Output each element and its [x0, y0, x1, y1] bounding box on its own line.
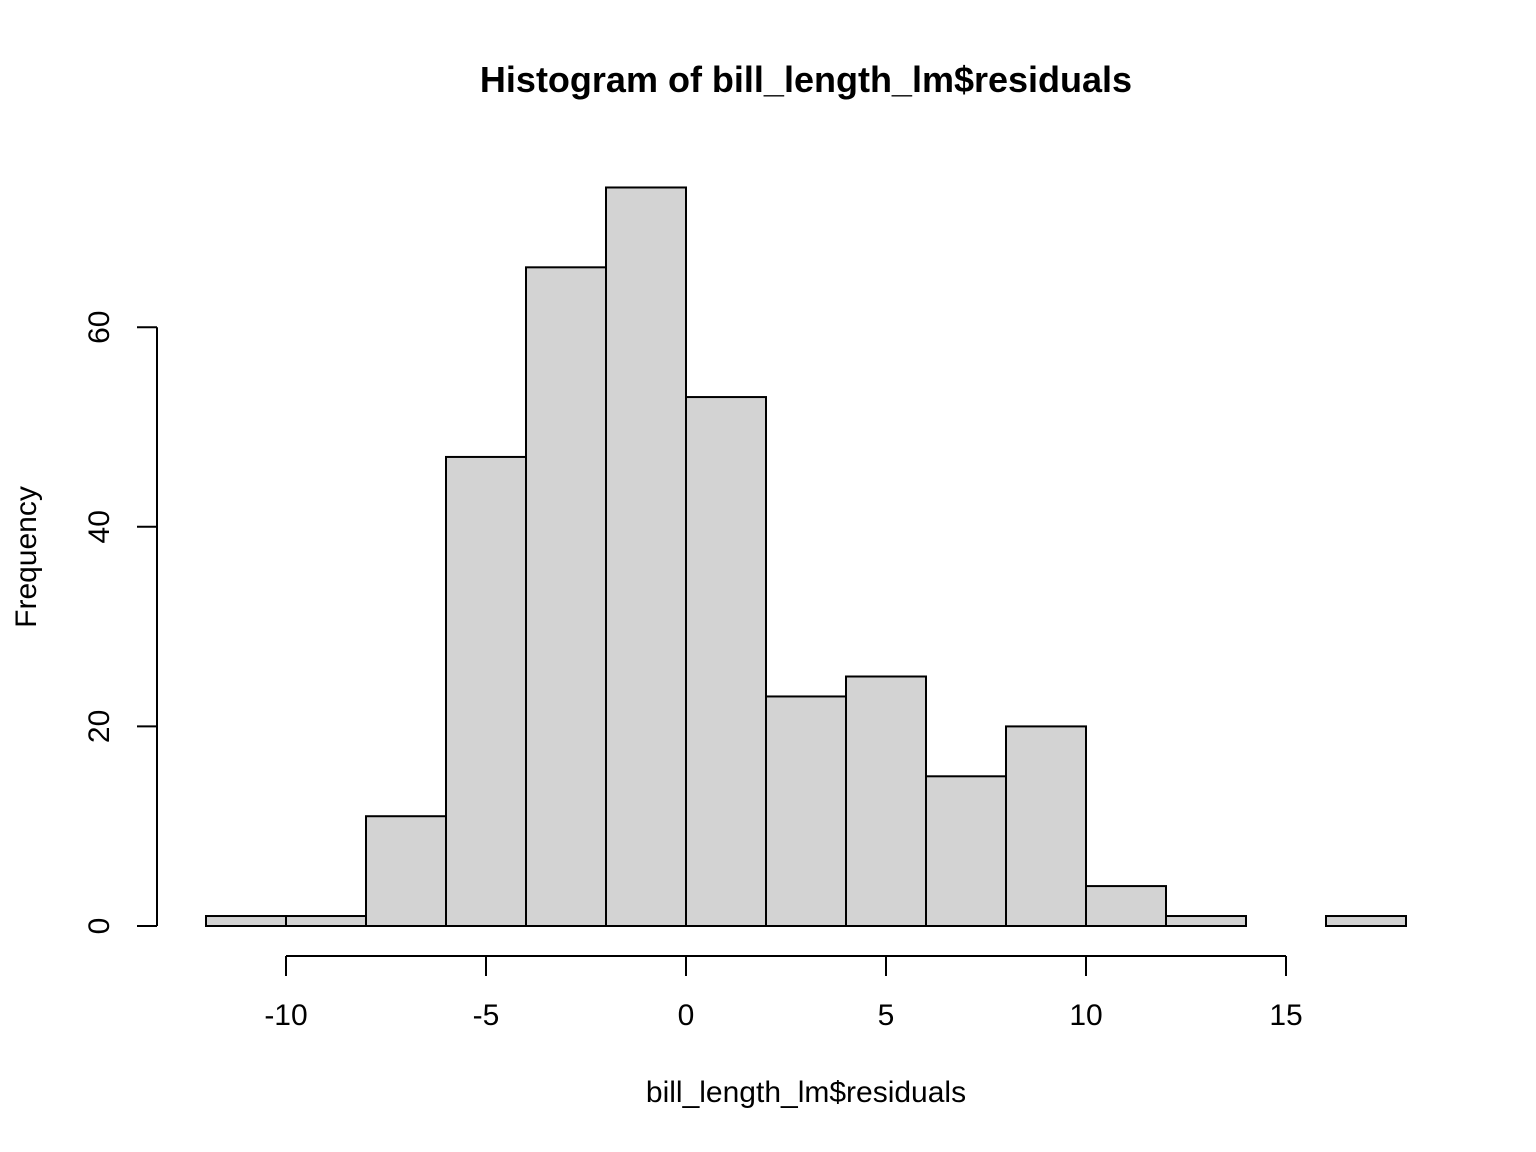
x-tick-label-0: -10: [264, 999, 307, 1032]
histogram-bar-7: [765, 695, 847, 928]
histogram-bar-6: [685, 396, 767, 927]
histogram-bar-14: [1325, 915, 1407, 928]
histogram-bar-11: [1085, 885, 1167, 928]
x-tick-label-4: 10: [1069, 999, 1102, 1032]
y-axis: 0 20 40 60: [83, 311, 158, 935]
y-tick-label-2: 40: [83, 510, 116, 543]
histogram-bar-3: [445, 455, 527, 927]
x-tick-label-5: 15: [1269, 999, 1302, 1032]
x-axis: -10 -5 0 5 10 15: [264, 955, 1303, 1032]
histogram-bar-12: [1165, 915, 1247, 928]
histogram-bar-9: [925, 775, 1007, 927]
histogram-bar-2: [365, 815, 447, 927]
y-tick-label-1: 20: [83, 710, 116, 743]
x-tick-label-2: 0: [678, 999, 695, 1032]
y-axis-label: Frequency: [10, 486, 43, 628]
y-tick-label-3: 60: [83, 311, 116, 344]
bars-group: [205, 186, 1407, 928]
histogram-bar-0: [205, 915, 287, 928]
y-tick-label-0: 0: [83, 918, 116, 935]
histogram-bar-4: [525, 266, 607, 927]
histogram-bar-1: [285, 915, 367, 928]
chart-title: Histogram of bill_length_lm$residuals: [480, 59, 1132, 100]
histogram-bar-8: [845, 675, 927, 927]
x-tick-label-3: 5: [878, 999, 895, 1032]
x-tick-label-1: -5: [473, 999, 500, 1032]
x-axis-label: bill_length_lm$residuals: [646, 1076, 966, 1109]
histogram-bar-10: [1005, 725, 1087, 928]
histogram-bar-5: [605, 186, 687, 928]
